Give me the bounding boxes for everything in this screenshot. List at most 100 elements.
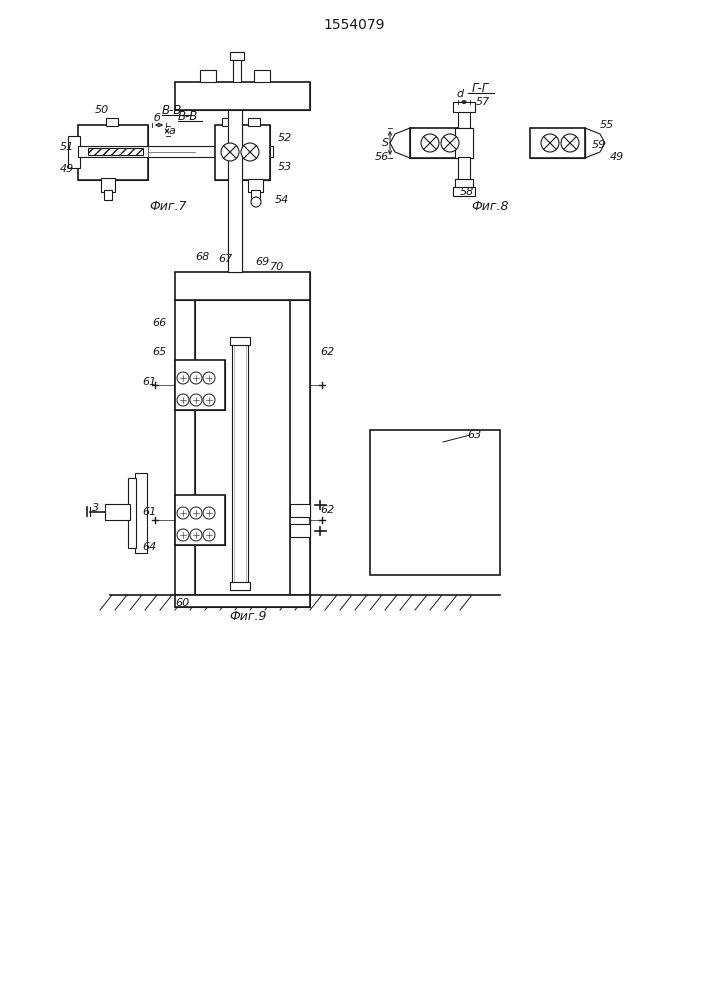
- Text: б: б: [154, 113, 161, 123]
- Circle shape: [441, 134, 459, 152]
- Text: 54: 54: [275, 195, 289, 205]
- Circle shape: [251, 197, 261, 207]
- Bar: [175, 272, 310, 300]
- Text: 52: 52: [278, 133, 292, 143]
- Circle shape: [177, 372, 189, 384]
- Bar: [530, 128, 585, 158]
- Bar: [290, 504, 310, 517]
- Text: 61: 61: [142, 507, 156, 517]
- Text: 49: 49: [60, 164, 74, 174]
- Text: 68: 68: [195, 252, 209, 262]
- Bar: [88, 148, 143, 155]
- Bar: [455, 179, 473, 188]
- Text: 59: 59: [592, 140, 606, 150]
- Text: 53: 53: [278, 162, 292, 172]
- Bar: [248, 118, 260, 126]
- Bar: [175, 300, 195, 595]
- Bar: [290, 300, 310, 595]
- Text: 49: 49: [610, 152, 624, 162]
- Text: 69: 69: [255, 257, 269, 267]
- Bar: [410, 128, 465, 158]
- Bar: [175, 300, 195, 595]
- Text: 56: 56: [375, 152, 390, 162]
- Bar: [455, 128, 473, 158]
- Bar: [68, 136, 80, 168]
- Bar: [230, 52, 244, 60]
- Bar: [230, 582, 250, 590]
- Text: 67: 67: [218, 254, 233, 264]
- Text: 55: 55: [600, 120, 614, 130]
- Bar: [200, 70, 216, 82]
- Bar: [251, 190, 260, 200]
- Bar: [175, 82, 310, 110]
- Circle shape: [203, 507, 215, 519]
- Text: 3: 3: [92, 503, 99, 513]
- Bar: [175, 360, 225, 410]
- Circle shape: [203, 529, 215, 541]
- Bar: [104, 190, 112, 200]
- Text: Фиг.7: Фиг.7: [149, 200, 187, 214]
- Text: 62: 62: [320, 505, 334, 515]
- Bar: [453, 187, 475, 196]
- Text: В-В: В-В: [178, 110, 198, 123]
- Circle shape: [203, 372, 215, 384]
- Text: 51: 51: [60, 142, 74, 152]
- Text: Фиг.8: Фиг.8: [472, 200, 509, 214]
- Bar: [453, 102, 475, 112]
- Text: Фиг.9: Фиг.9: [229, 610, 267, 624]
- Text: 65: 65: [152, 347, 166, 357]
- Bar: [458, 111, 470, 129]
- Text: 58: 58: [460, 187, 474, 197]
- Bar: [228, 100, 242, 272]
- Text: 66: 66: [152, 318, 166, 328]
- Bar: [78, 146, 273, 157]
- Circle shape: [541, 134, 559, 152]
- Text: 61: 61: [142, 377, 156, 387]
- Bar: [215, 125, 270, 180]
- Bar: [228, 100, 242, 272]
- Circle shape: [190, 394, 202, 406]
- Text: S: S: [382, 138, 389, 148]
- Bar: [254, 70, 270, 82]
- Circle shape: [177, 529, 189, 541]
- Circle shape: [421, 134, 439, 152]
- Bar: [370, 430, 500, 575]
- Text: 60: 60: [175, 598, 189, 608]
- Text: 63: 63: [467, 430, 481, 440]
- Text: d: d: [456, 89, 463, 99]
- Circle shape: [561, 134, 579, 152]
- Bar: [222, 118, 234, 126]
- Bar: [455, 128, 473, 158]
- Bar: [175, 595, 310, 607]
- Circle shape: [221, 143, 239, 161]
- Bar: [106, 118, 118, 126]
- Bar: [410, 128, 465, 158]
- Text: В-В: В-В: [162, 104, 182, 116]
- Bar: [530, 128, 585, 158]
- Bar: [215, 125, 270, 180]
- Text: Г-Г: Г-Г: [472, 82, 489, 95]
- Circle shape: [190, 529, 202, 541]
- Bar: [175, 272, 310, 300]
- Text: 50: 50: [95, 105, 110, 115]
- Bar: [128, 478, 136, 548]
- Bar: [101, 178, 115, 192]
- Text: 1554079: 1554079: [323, 18, 385, 32]
- Bar: [232, 340, 248, 590]
- Text: 70: 70: [270, 262, 284, 272]
- Text: а: а: [169, 126, 176, 136]
- Circle shape: [190, 372, 202, 384]
- Bar: [78, 125, 148, 180]
- Bar: [78, 125, 148, 180]
- Bar: [175, 495, 225, 545]
- Bar: [458, 157, 470, 180]
- Bar: [175, 82, 310, 110]
- Bar: [175, 495, 225, 545]
- Text: 64: 64: [142, 542, 156, 552]
- Bar: [135, 473, 147, 553]
- Circle shape: [177, 394, 189, 406]
- Bar: [290, 524, 310, 537]
- Bar: [175, 360, 225, 410]
- Circle shape: [190, 507, 202, 519]
- Bar: [230, 337, 250, 345]
